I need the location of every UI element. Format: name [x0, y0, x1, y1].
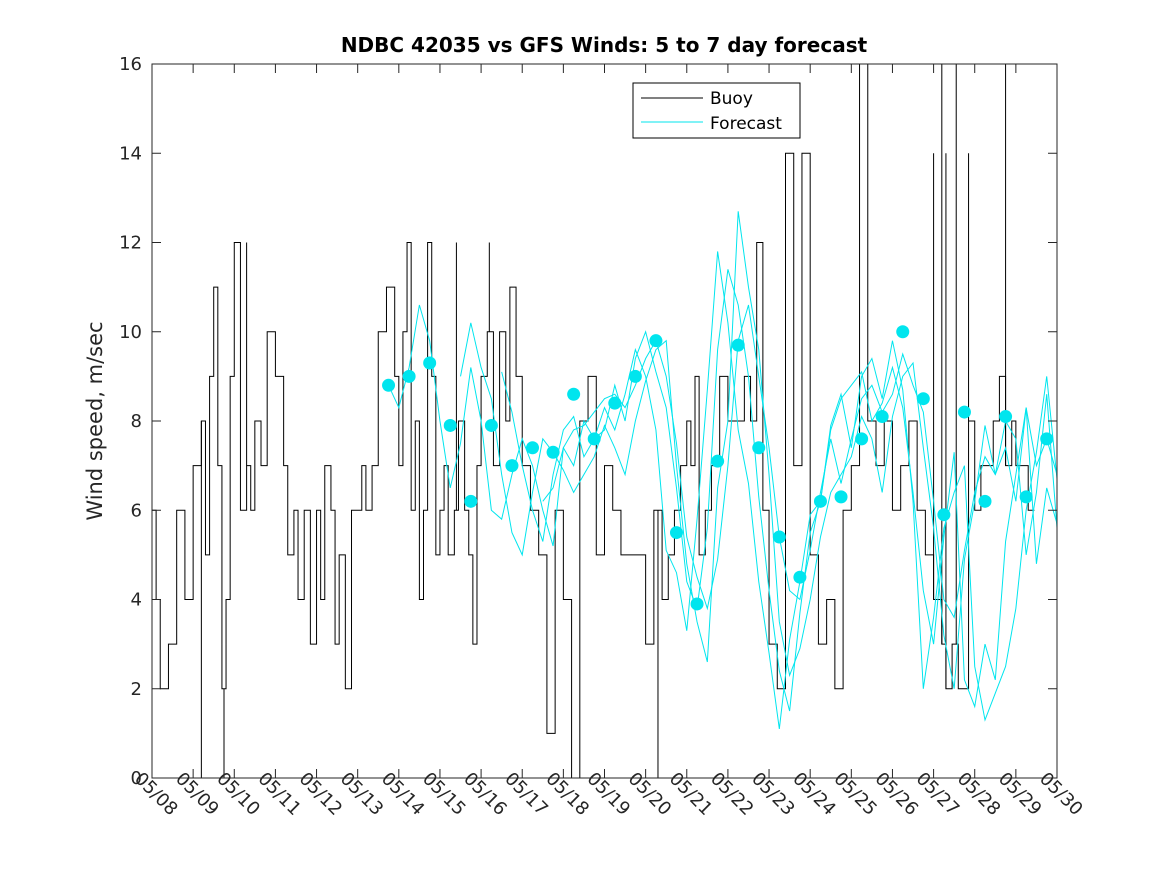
y-tick-label: 12	[119, 233, 142, 254]
forecast-marker	[937, 508, 951, 522]
forecast-marker	[567, 387, 581, 401]
forecast-marker	[731, 338, 745, 352]
y-tick-label: 10	[119, 322, 142, 343]
forecast-marker	[669, 526, 683, 540]
legend: Buoy Forecast	[632, 82, 801, 139]
forecast-run-line-2	[460, 211, 1058, 689]
forecast-marker	[772, 530, 786, 544]
forecast-run-line-1	[388, 304, 1058, 619]
y-axis-label: Wind speed, m/sec	[83, 321, 107, 520]
forecast-marker	[855, 432, 869, 446]
y-tick-label: 16	[119, 54, 142, 75]
forecast-marker	[999, 410, 1013, 424]
forecast-marker	[505, 459, 519, 473]
y-tick-label: 2	[131, 679, 142, 700]
forecast-marker	[628, 369, 642, 383]
forecast-marker	[464, 494, 478, 508]
forecast-marker	[1019, 490, 1033, 504]
forecast-marker	[546, 445, 560, 459]
chart-title: NDBC 42035 vs GFS Winds: 5 to 7 day fore…	[341, 33, 868, 57]
forecast-marker	[587, 432, 601, 446]
forecast-marker	[484, 418, 498, 432]
y-tick-label: 0	[131, 768, 142, 789]
forecast-marker	[752, 441, 766, 455]
forecast-marker	[916, 392, 930, 406]
y-axis: 0 2 4 6 8 10 12 14 16	[119, 54, 1057, 789]
forecast-marker	[793, 570, 807, 584]
y-tick-label: 6	[131, 500, 142, 521]
forecast-marker	[608, 396, 622, 410]
forecast-marker	[711, 454, 725, 468]
legend-box	[632, 82, 801, 139]
forecast-marker	[1040, 432, 1054, 446]
forecast-marker	[649, 334, 663, 348]
y-tick-label: 14	[119, 143, 142, 164]
legend-entry-forecast: Forecast	[710, 114, 782, 134]
forecast-marker	[978, 494, 992, 508]
forecast-marker	[423, 356, 437, 370]
buoy-series-line	[152, 63, 1035, 779]
forecast-marker	[443, 418, 457, 432]
forecast-marker	[957, 405, 971, 419]
y-tick-label: 4	[131, 590, 142, 611]
forecast-marker	[896, 325, 910, 339]
forecast-marker	[834, 490, 848, 504]
forecast-marker	[813, 494, 827, 508]
forecast-marker	[402, 369, 416, 383]
forecast-marker	[690, 597, 704, 611]
forecast-marker	[875, 410, 889, 424]
forecast-marker	[526, 441, 540, 455]
forecast-marker	[382, 378, 396, 392]
y-tick-label: 8	[131, 411, 142, 432]
legend-entry-buoy: Buoy	[710, 89, 753, 109]
